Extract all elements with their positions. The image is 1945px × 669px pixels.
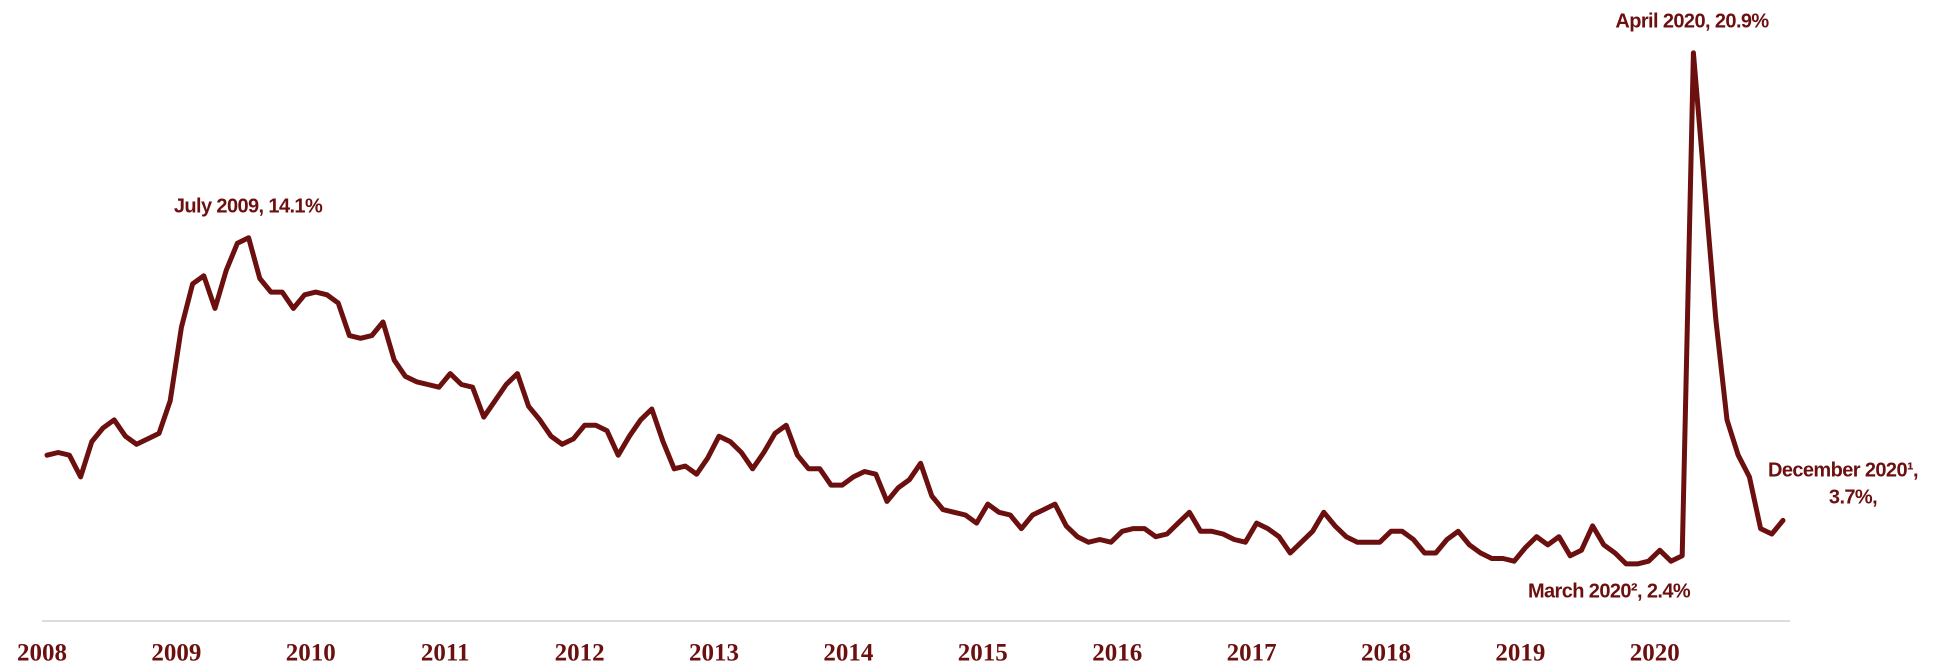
- x-tick-label: 2020: [1630, 640, 1680, 667]
- x-tick-label: 2018: [1361, 640, 1411, 667]
- x-tick-label: 2013: [689, 640, 739, 667]
- x-tick-label: 2011: [421, 640, 470, 667]
- annotation: December 2020¹,: [1768, 459, 1918, 481]
- x-tick-label: 2012: [555, 640, 605, 667]
- x-tick-label: 2014: [823, 640, 874, 667]
- data-line: [44, 50, 1786, 567]
- x-tick-label: 2015: [958, 640, 1008, 667]
- annotation: March 2020², 2.4%: [1528, 580, 1691, 602]
- x-tick-label: 2009: [151, 640, 201, 667]
- x-tick-label: 2017: [1227, 640, 1277, 667]
- x-tick-label: 2019: [1495, 640, 1545, 667]
- annotation: April 2020, 20.9%: [1615, 10, 1769, 32]
- annotation: July 2009, 14.1%: [174, 195, 323, 217]
- x-tick-label: 2008: [17, 640, 67, 667]
- annotation: 3.7%,: [1829, 486, 1877, 508]
- x-tick-label: 2016: [1092, 640, 1142, 667]
- x-tick-label: 2010: [286, 640, 336, 667]
